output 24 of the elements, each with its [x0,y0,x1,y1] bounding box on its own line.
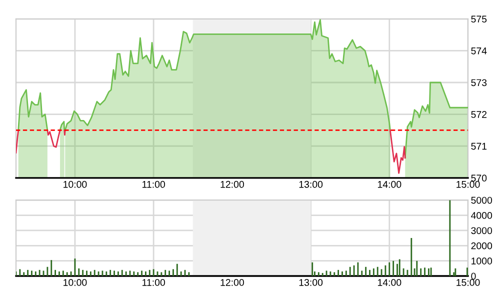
x-tick-label: 12:00 [220,180,244,188]
x-tick-label: 13:00 [299,279,323,286]
y-tick-label: 574 [471,48,487,54]
y-tick-label: 0 [471,272,476,280]
x-tick-label: 14:00 [378,180,402,188]
x-tick-label: 11:00 [142,180,165,188]
x-tick-label: 10:00 [64,279,87,286]
y-tick-label: 1000 [472,258,492,264]
y-tick-label: 572 [471,111,487,118]
y-tick-label: 571 [471,142,487,150]
x-tick-label: 13:00 [299,180,323,188]
y-tick-label: 573 [471,79,487,86]
y-tick-label: 570 [471,174,487,182]
x-tick-label: 15:00 [456,279,480,286]
x-tick-label: 10:00 [64,180,87,188]
x-tick-label: 11:00 [142,279,165,286]
y-tick-label: 3000 [471,227,492,234]
y-tick-label: 4000 [471,212,492,219]
x-tick-label: 14:00 [378,279,402,286]
y-tick-label: 5000 [471,196,492,204]
y-tick-label: 575 [471,16,487,23]
y-tick-label: 2000 [471,242,492,250]
x-tick-label: 15:00 [456,180,480,188]
x-tick-label: 12:00 [220,279,244,286]
